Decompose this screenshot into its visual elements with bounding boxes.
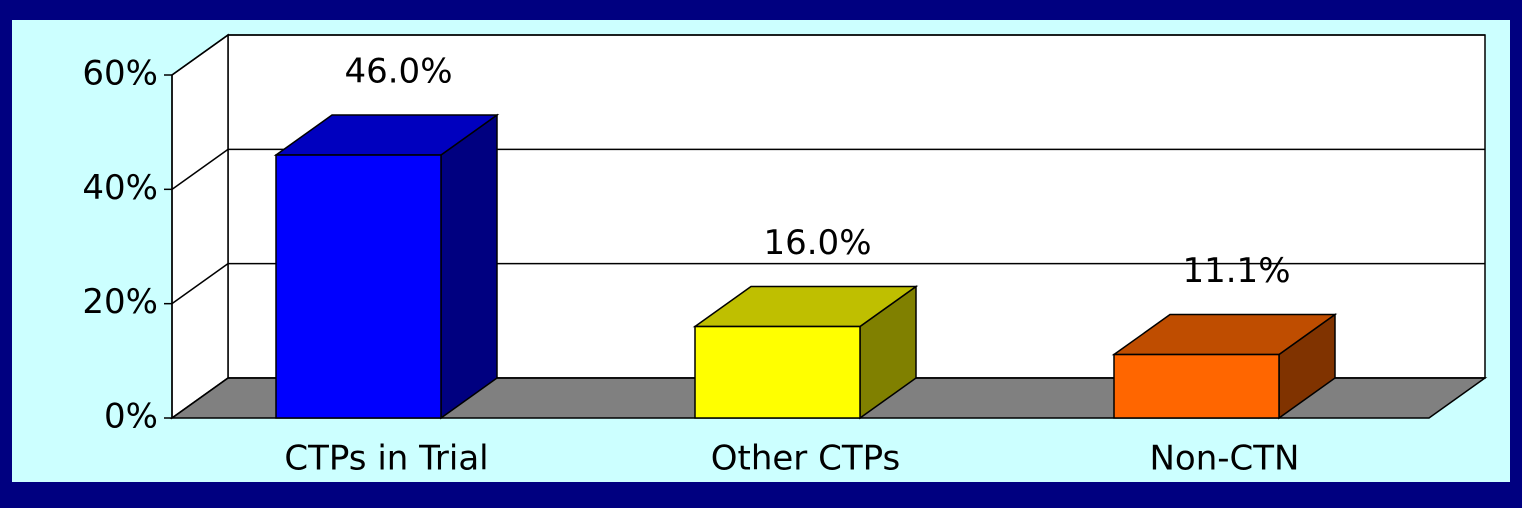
- value-label: 11.1%: [1182, 251, 1290, 291]
- bar-side: [440, 113, 498, 420]
- x-tick-label: Non-CTN: [1150, 439, 1300, 479]
- bar: [694, 325, 861, 419]
- x-tick-label: CTPs in Trial: [284, 439, 488, 479]
- y-tick-label: 40%: [82, 168, 158, 208]
- grid-line: [171, 377, 229, 419]
- bar: [1113, 353, 1280, 419]
- bar: [275, 154, 442, 419]
- value-label: 16.0%: [763, 223, 871, 263]
- grid-line: [171, 34, 229, 76]
- grid-line: [171, 263, 229, 305]
- grid-line: [171, 148, 229, 190]
- side-wall: [171, 33, 229, 420]
- x-tick-label: Other CTPs: [711, 439, 900, 479]
- value-label: 46.0%: [344, 52, 452, 92]
- y-tick-label: 0%: [104, 397, 158, 437]
- y-tick-label: 60%: [82, 54, 158, 94]
- y-tick-label: 20%: [82, 282, 158, 322]
